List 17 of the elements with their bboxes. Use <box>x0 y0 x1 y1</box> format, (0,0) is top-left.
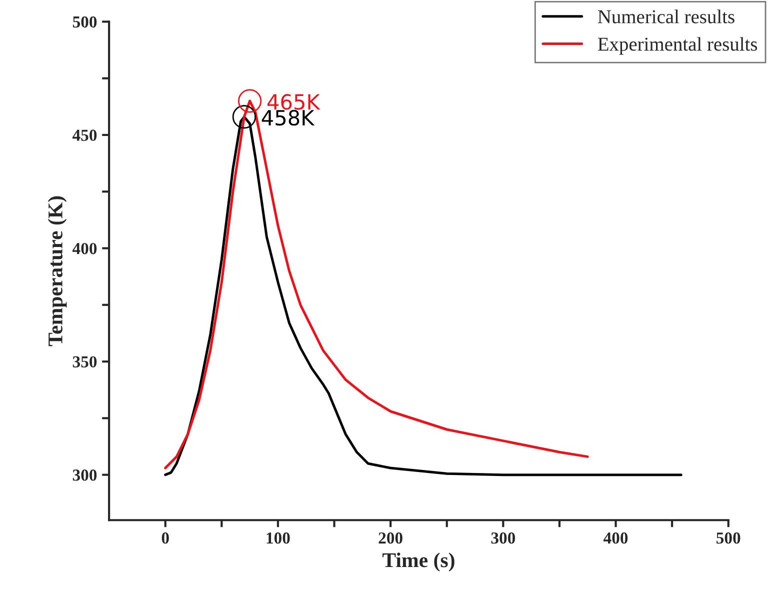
y-tick-label: 450 <box>72 130 97 141</box>
x-tick-label: 300 <box>491 532 516 544</box>
y-tick-label: 500 <box>72 16 97 28</box>
x-axis-title: Time (s) <box>382 552 454 572</box>
y-tick-label: 350 <box>72 356 97 368</box>
legend-label: Numerical results <box>598 10 734 24</box>
legend-label: Experimental results <box>598 37 758 55</box>
x-tick-label: 100 <box>266 532 290 544</box>
y-tick-label: 400 <box>72 242 97 254</box>
annotation: 465K <box>267 94 320 110</box>
y-tick-label: 300 <box>72 470 97 481</box>
x-tick-label: 200 <box>378 532 402 544</box>
x-tick-label: 400 <box>603 532 628 544</box>
y-axis-title: Temperature (K) <box>48 196 67 346</box>
x-tick-label: 0 <box>162 532 169 544</box>
x-tick-label: 500 <box>716 532 740 544</box>
annotation: 458K <box>262 110 315 126</box>
